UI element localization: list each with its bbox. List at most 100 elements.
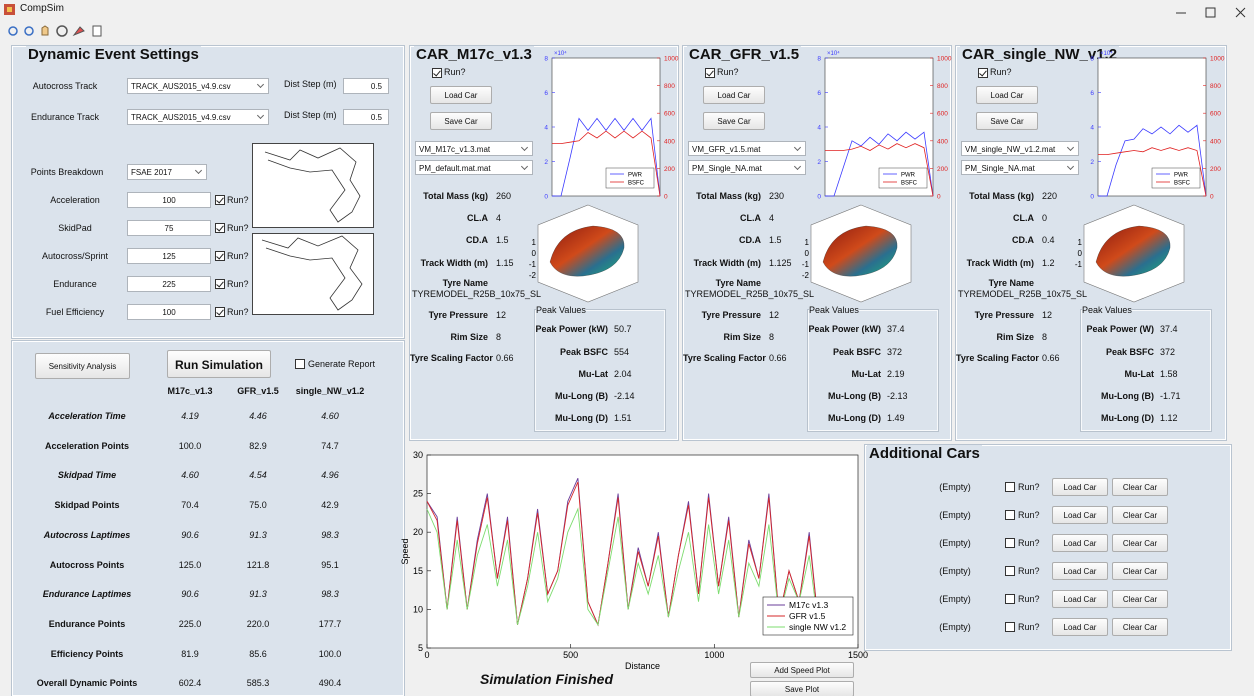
checkbox[interactable] [215,251,225,261]
button[interactable]: Save Car [430,112,492,130]
param-value: 0 [1042,211,1082,225]
param-label: Track Width (m) [410,256,488,270]
checkbox[interactable] [1005,566,1015,576]
dropdown[interactable]: PM_Single_NA.mat [961,160,1079,175]
cell: 100.0 [290,647,370,661]
button[interactable]: Save Plot [750,681,854,696]
dropdown[interactable]: PM_Single_NA.mat [688,160,806,175]
button[interactable]: Load Car [1052,590,1108,608]
button[interactable]: Save Car [703,112,765,130]
param-value: TYREMODEL_R25B_10x75_SL [685,288,814,300]
param-label: Tyre Scaling Factor [410,351,488,365]
run-label: Run? [1018,591,1040,607]
run-label: Run? [227,248,249,264]
checkbox[interactable] [705,68,715,78]
cell: 585.3 [218,676,298,690]
param-label: Track Width (m) [683,256,761,270]
car-slot-name: (Empty) [925,591,985,607]
button[interactable]: Clear Car [1112,478,1168,496]
dropdown[interactable]: VM_single_NW_v1.2.mat [961,141,1079,156]
maximize-button[interactable] [1206,8,1215,17]
additional-panel [865,445,1231,650]
row-label: Autocross Points [14,558,160,572]
button[interactable]: Load Car [1052,506,1108,524]
peak-label: Mu-Long (B) [1081,389,1154,403]
run-label: Run? [1018,507,1040,523]
dropdown[interactable]: TRACK_AUS2015_v4.9.csv [127,109,269,125]
text-input[interactable]: 125 [127,248,211,264]
peak-label: Peak BSFC [1081,345,1154,359]
param-value: 4 [496,211,536,225]
button[interactable]: Clear Car [1112,562,1168,580]
button[interactable]: Load Car [1052,562,1108,580]
button[interactable]: Load Car [1052,534,1108,552]
param-label: Rim Size [956,330,1034,344]
param-value: 1.2 [1042,256,1082,270]
new-figure-tool[interactable] [93,26,101,36]
button[interactable]: Clear Car [1112,618,1168,636]
dropdown[interactable]: PM_default.mat.mat [415,160,533,175]
button[interactable]: Clear Car [1112,506,1168,524]
button[interactable]: Load Car [703,86,765,104]
dropdown[interactable]: FSAE 2017 [127,164,207,180]
checkbox[interactable] [1005,510,1015,520]
button[interactable]: Load Car [1052,618,1108,636]
peak-value: 37.4 [887,322,927,336]
checkbox[interactable] [215,195,225,205]
app-icon-inner [7,7,12,12]
dropdown[interactable]: TRACK_AUS2015_v4.9.csv [127,78,269,94]
param-value: 8 [769,330,809,344]
checkbox[interactable] [978,68,988,78]
param-value: 12 [1042,308,1082,322]
data-cursor-tool[interactable] [74,27,84,35]
text-input[interactable]: 100 [127,192,211,208]
button[interactable]: Sensitivity Analysis [35,353,130,379]
pan-tool[interactable] [42,26,48,35]
event-label: SkidPad [20,220,130,236]
button[interactable]: Save Car [976,112,1038,130]
peak-label: Mu-Long (D) [1081,411,1154,425]
button[interactable]: Load Car [430,86,492,104]
button[interactable]: Add Speed Plot [750,662,854,678]
text-input[interactable]: 100 [127,304,211,320]
param-value: 12 [769,308,809,322]
peak-value: 2.04 [614,367,654,381]
button[interactable]: Load Car [976,86,1038,104]
text-input[interactable]: 225 [127,276,211,292]
dropdown[interactable]: VM_GFR_v1.5.mat [688,141,806,156]
param-label: CL.A [410,211,488,225]
cell: 42.9 [290,498,370,512]
checkbox[interactable] [295,359,305,369]
button[interactable]: Run Simulation [167,350,271,378]
checkbox[interactable] [432,68,442,78]
cell: 177.7 [290,617,370,631]
dropdown[interactable]: VM_M17c_v1.3.mat [415,141,533,156]
row-label: Acceleration Time [14,409,160,423]
cell: 82.9 [218,439,298,453]
button[interactable]: Clear Car [1112,534,1168,552]
checkbox[interactable] [1005,538,1015,548]
track-map [252,143,374,228]
zoom-out-tool[interactable] [25,27,33,35]
checkbox[interactable] [1005,482,1015,492]
close-button[interactable] [1236,8,1245,17]
row-label: Efficiency Points [14,647,160,661]
checkbox[interactable] [1005,622,1015,632]
run-label: Run? [990,65,1012,79]
peak-title: Peak Values [536,304,586,316]
checkbox[interactable] [215,279,225,289]
checkbox[interactable] [1005,594,1015,604]
param-label: Tyre Pressure [410,308,488,322]
peak-value: 1.49 [887,411,927,425]
param-label: Rim Size [410,330,488,344]
checkbox[interactable] [215,223,225,233]
text-input[interactable]: 0.5 [343,109,389,125]
checkbox[interactable] [215,307,225,317]
text-input[interactable]: 0.5 [343,78,389,94]
button[interactable]: Clear Car [1112,590,1168,608]
zoom-in-tool[interactable] [9,27,17,35]
text-input[interactable]: 75 [127,220,211,236]
rotate-tool[interactable] [57,26,67,36]
button[interactable]: Load Car [1052,478,1108,496]
peak-value: 1.51 [614,411,654,425]
